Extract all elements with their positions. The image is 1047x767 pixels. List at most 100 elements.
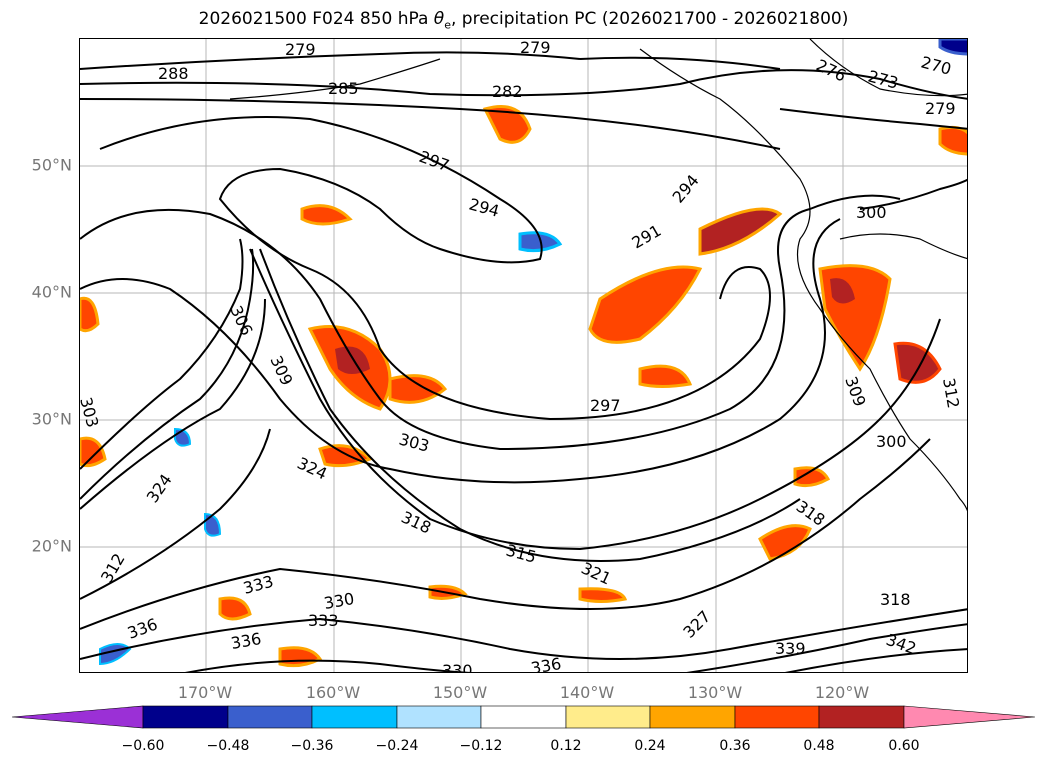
contour-label: 291 — [629, 221, 665, 253]
contour-line — [579, 56, 781, 70]
coastline — [229, 39, 967, 512]
contour-label: 300 — [876, 432, 907, 451]
precip-blob — [638, 364, 693, 388]
contour-label: 336 — [229, 629, 262, 653]
contour-line — [80, 69, 967, 100]
contour-label: 330 — [442, 661, 473, 673]
coastline-path — [229, 58, 441, 100]
contour-label: 318 — [398, 507, 434, 537]
contour-line — [859, 178, 967, 210]
precip-blob — [218, 596, 252, 621]
contour-label: 270 — [919, 53, 953, 79]
contour-label: 300 — [856, 203, 887, 222]
lat-label-50n: 50°N — [31, 155, 72, 175]
theta-symbol: θ — [433, 9, 445, 29]
colorbar-segments — [11, 705, 1036, 729]
precip-blob — [698, 207, 783, 256]
lon-label-150w: 150°W — [432, 683, 488, 702]
contour-label: 282 — [492, 82, 523, 101]
precip-blob — [80, 436, 107, 468]
contour-line — [80, 218, 841, 484]
colorbar-tick: 0.12 — [550, 738, 582, 754]
contour-label: 276 — [813, 55, 849, 85]
contour-label: 309 — [266, 353, 296, 389]
precip-blob — [388, 374, 448, 404]
contour-label: 273 — [866, 67, 900, 93]
precip-blob — [793, 466, 831, 488]
colorbar-tick: 0.48 — [803, 738, 835, 754]
gridlines — [80, 39, 967, 672]
colorbar-segment — [565, 705, 651, 729]
colorbar-segment — [818, 705, 905, 729]
contour-label: 327 — [679, 607, 714, 642]
contour-label: 324 — [143, 470, 176, 506]
colorbar-segment — [396, 705, 482, 729]
colorbar-segment — [649, 705, 736, 729]
colorbar-segment — [311, 705, 398, 729]
contour-line — [785, 648, 967, 672]
map-canvas: 279 279 288 285 282 297 294 294 291 276 … — [80, 39, 967, 673]
colorbar-tick: −0.24 — [375, 738, 419, 754]
contour-line — [249, 248, 941, 551]
precip-blob — [893, 341, 942, 384]
contour-label: 336 — [529, 654, 562, 673]
precip-blob — [938, 39, 967, 56]
coastline-path — [639, 48, 967, 512]
contour-label: 279 — [520, 39, 551, 57]
colorbar-segment — [480, 705, 567, 729]
contour-label: 279 — [285, 40, 316, 59]
contour-line — [80, 298, 266, 510]
contour-label: 339 — [775, 639, 806, 658]
colorbar-segment — [734, 705, 820, 729]
colorbar-tick: 0.24 — [634, 738, 666, 754]
contour-line — [80, 248, 255, 500]
contour-label: 312 — [939, 376, 963, 409]
colorbar-tick: −0.36 — [290, 738, 334, 754]
contour-label: 279 — [925, 99, 956, 118]
precip-blob — [300, 204, 353, 226]
colorbar-tick: −0.48 — [206, 738, 250, 754]
precip-blob — [830, 278, 855, 304]
title-prefix: 2026021500 F024 850 hPa — [198, 9, 434, 29]
lat-label-20n: 20°N — [31, 536, 72, 556]
contour-label: 309 — [841, 374, 869, 409]
contour-label: 318 — [880, 590, 911, 609]
theta-e-contours — [80, 51, 967, 672]
contour-label: 297 — [590, 396, 621, 415]
precipitation-field — [80, 39, 967, 668]
contour-label: 288 — [158, 64, 189, 83]
precip-blob — [335, 346, 370, 374]
precip-blob — [482, 105, 532, 144]
title-subscript: e — [444, 18, 451, 32]
lat-label-40n: 40°N — [31, 282, 72, 302]
contour-label: 306 — [226, 303, 256, 339]
colorbar-segment — [227, 705, 313, 729]
contour-label: 342 — [884, 630, 919, 658]
colorbar-tick: −0.12 — [459, 738, 503, 754]
contour-label: 294 — [669, 171, 703, 207]
coastline-path — [839, 233, 967, 260]
contour-label: 330 — [322, 589, 355, 613]
precip-blob — [204, 512, 222, 537]
precip-blob — [278, 646, 323, 668]
contour-line — [80, 608, 967, 660]
precip-blob — [80, 296, 100, 333]
lon-label-140w: 140°W — [559, 683, 615, 702]
lon-label-170w: 170°W — [177, 683, 233, 702]
contour-line — [99, 116, 771, 421]
contour-label: 294 — [467, 195, 501, 221]
contour-label: 321 — [578, 558, 614, 588]
contour-line — [80, 238, 244, 470]
precip-blob — [588, 265, 703, 344]
contour-label: 336 — [125, 614, 160, 642]
contour-line — [185, 659, 471, 672]
lat-label-30n: 30°N — [31, 409, 72, 429]
precip-blob — [938, 125, 967, 156]
contour-label: 312 — [97, 550, 129, 586]
contour-line — [259, 248, 801, 562]
map-panel: 279 279 288 285 282 297 294 294 291 276 … — [79, 38, 968, 673]
contour-label: 297 — [417, 147, 452, 175]
contour-line — [80, 51, 581, 70]
contour-line — [686, 623, 967, 672]
colorbar-tick: −0.60 — [121, 738, 165, 754]
